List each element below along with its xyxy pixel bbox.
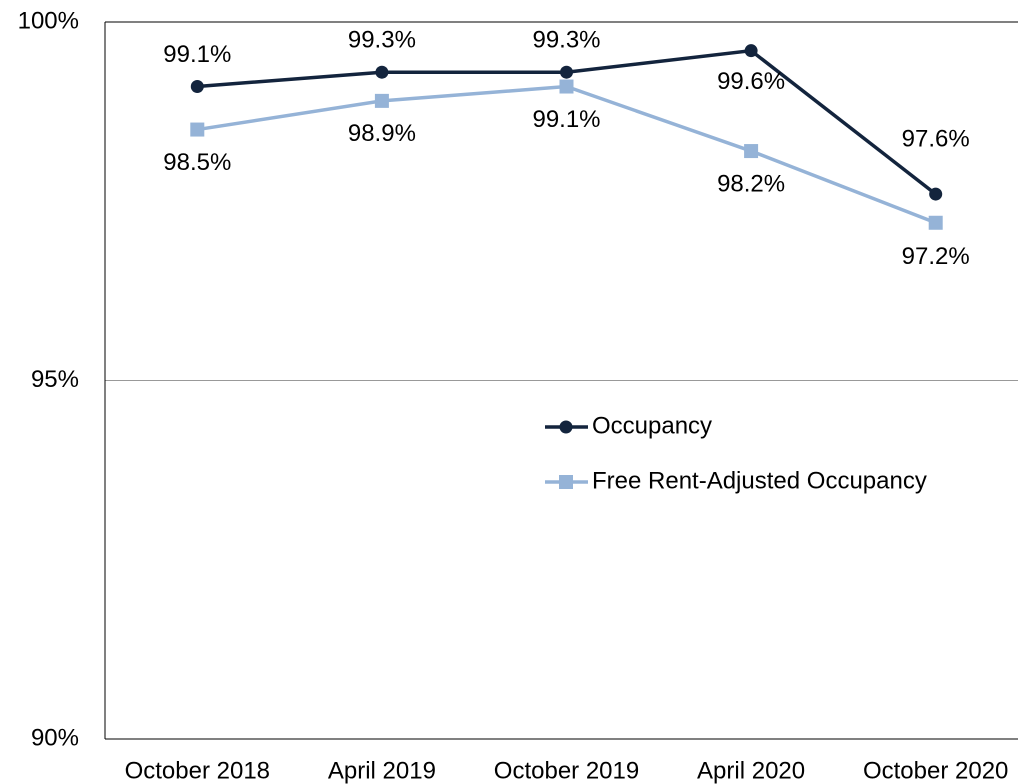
data-label: 99.6% — [717, 68, 785, 95]
x-tick-label: October 2019 — [494, 757, 639, 784]
data-label: 98.5% — [163, 149, 231, 176]
data-label: 99.1% — [532, 106, 600, 133]
legend-marker — [559, 420, 573, 434]
data-label: 99.1% — [163, 41, 231, 68]
y-tick-label: 100% — [18, 7, 79, 34]
data-label: 98.9% — [348, 120, 416, 147]
marker — [190, 80, 204, 94]
x-tick-label: October 2020 — [863, 757, 1008, 784]
marker — [375, 65, 389, 79]
y-tick-label: 95% — [31, 366, 79, 393]
data-label: 97.2% — [902, 243, 970, 270]
marker — [559, 79, 574, 94]
legend-label: Free Rent-Adjusted Occupancy — [592, 467, 927, 494]
x-tick-label: April 2019 — [328, 757, 436, 784]
x-tick-label: April 2020 — [697, 757, 805, 784]
legend-marker — [559, 475, 573, 489]
legend-label: Occupancy — [592, 412, 712, 439]
marker — [374, 93, 389, 108]
marker — [190, 122, 205, 137]
x-tick-label: October 2018 — [125, 757, 270, 784]
data-label: 98.2% — [717, 170, 785, 197]
marker — [560, 65, 573, 79]
marker — [744, 44, 758, 58]
data-label: 99.3% — [532, 27, 600, 54]
y-tick-label: 90% — [31, 724, 79, 751]
data-label: 99.3% — [348, 27, 416, 54]
marker — [929, 187, 943, 201]
marker — [928, 215, 943, 230]
data-label: 97.6% — [902, 125, 970, 152]
marker — [744, 144, 759, 159]
